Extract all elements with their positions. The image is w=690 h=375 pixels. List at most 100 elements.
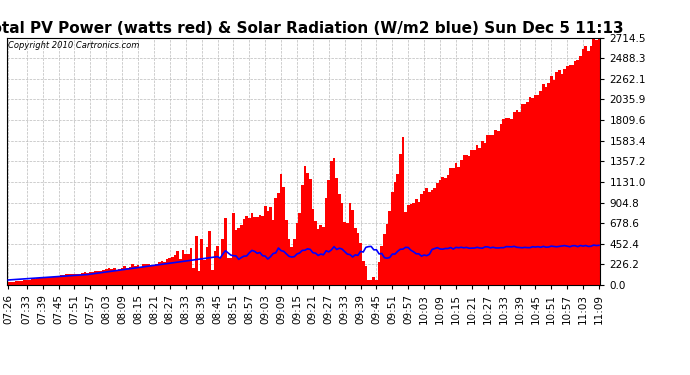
Bar: [489, 135, 492, 285]
Bar: [582, 49, 584, 285]
Bar: [115, 270, 118, 285]
Bar: [462, 155, 465, 285]
Bar: [161, 261, 164, 285]
Bar: [328, 180, 330, 285]
Bar: [452, 168, 455, 285]
Bar: [181, 249, 184, 285]
Bar: [147, 264, 150, 285]
Bar: [197, 271, 200, 285]
Bar: [47, 277, 49, 285]
Bar: [83, 272, 86, 285]
Bar: [521, 104, 524, 285]
Bar: [227, 258, 229, 285]
Bar: [177, 251, 179, 285]
Bar: [412, 203, 415, 285]
Bar: [346, 223, 348, 285]
Bar: [494, 130, 497, 285]
Bar: [275, 198, 277, 285]
Bar: [457, 167, 460, 285]
Bar: [259, 215, 262, 285]
Bar: [33, 279, 36, 285]
Bar: [168, 258, 171, 285]
Bar: [232, 213, 235, 285]
Bar: [513, 112, 515, 285]
Bar: [333, 158, 335, 285]
Bar: [295, 223, 298, 285]
Bar: [402, 137, 404, 285]
Bar: [590, 46, 592, 285]
Bar: [240, 225, 243, 285]
Bar: [20, 280, 23, 285]
Bar: [216, 246, 219, 285]
Bar: [515, 110, 518, 285]
Bar: [571, 65, 574, 285]
Bar: [41, 279, 44, 285]
Bar: [26, 280, 28, 285]
Bar: [471, 150, 473, 285]
Bar: [155, 264, 158, 285]
Bar: [76, 274, 79, 285]
Bar: [73, 274, 76, 285]
Bar: [118, 269, 121, 285]
Bar: [476, 145, 478, 285]
Bar: [190, 248, 193, 285]
Bar: [544, 87, 547, 285]
Bar: [396, 174, 399, 285]
Bar: [383, 234, 386, 285]
Bar: [290, 247, 293, 285]
Bar: [502, 119, 505, 285]
Bar: [595, 39, 598, 285]
Bar: [15, 281, 17, 285]
Bar: [235, 230, 237, 285]
Bar: [330, 160, 333, 285]
Bar: [518, 112, 521, 285]
Bar: [63, 274, 65, 285]
Bar: [563, 69, 566, 285]
Bar: [166, 259, 168, 285]
Bar: [68, 274, 70, 285]
Bar: [415, 199, 417, 285]
Bar: [49, 278, 52, 285]
Bar: [264, 206, 266, 285]
Bar: [566, 66, 569, 285]
Bar: [574, 61, 576, 285]
Bar: [145, 264, 147, 285]
Bar: [391, 192, 394, 285]
Bar: [304, 166, 306, 285]
Bar: [404, 212, 407, 285]
Bar: [473, 150, 476, 285]
Bar: [272, 220, 275, 285]
Bar: [481, 141, 484, 285]
Bar: [150, 265, 152, 285]
Bar: [28, 280, 31, 285]
Bar: [370, 280, 373, 285]
Bar: [288, 239, 290, 285]
Bar: [322, 227, 325, 285]
Bar: [399, 154, 402, 285]
Bar: [431, 190, 433, 285]
Bar: [57, 276, 60, 285]
Bar: [221, 239, 224, 285]
Bar: [439, 180, 442, 285]
Bar: [211, 270, 213, 285]
Bar: [99, 271, 102, 285]
Bar: [354, 228, 357, 285]
Bar: [569, 65, 571, 285]
Bar: [312, 209, 314, 285]
Text: Copyright 2010 Cartronics.com: Copyright 2010 Cartronics.com: [8, 41, 139, 50]
Bar: [433, 188, 436, 285]
Bar: [97, 271, 99, 285]
Bar: [460, 160, 462, 285]
Bar: [484, 143, 486, 285]
Bar: [524, 104, 526, 285]
Bar: [121, 268, 124, 285]
Bar: [174, 255, 177, 285]
Bar: [108, 268, 110, 285]
Bar: [555, 72, 558, 285]
Bar: [547, 83, 550, 285]
Bar: [86, 273, 89, 285]
Bar: [129, 267, 131, 285]
Bar: [534, 94, 537, 285]
Bar: [553, 80, 555, 285]
Bar: [442, 177, 444, 285]
